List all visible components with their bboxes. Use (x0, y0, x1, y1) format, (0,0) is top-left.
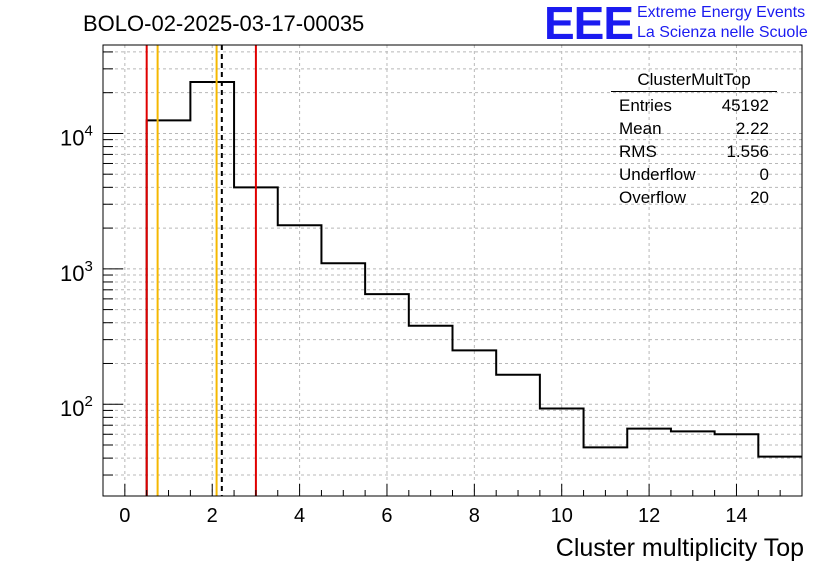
axis-ticks (103, 51, 781, 496)
stats-row-mean: Mean 2.22 (611, 117, 777, 140)
x-tick-label: 8 (469, 505, 480, 527)
stats-row-rms: RMS 1.556 (611, 140, 777, 163)
x-tick-label: 2 (207, 505, 218, 527)
histogram-bars (145, 80, 802, 496)
stats-value: 0 (759, 165, 769, 184)
x-tick-label: 0 (119, 505, 130, 527)
stats-title: ClusterMultTop (611, 70, 777, 92)
x-tick-label: 6 (381, 505, 392, 527)
x-tick-labels: 0 2 4 6 8 10 12 14 (119, 505, 747, 527)
y-tick-exponent: 2 (84, 393, 92, 410)
y-tick-base: 10 (60, 125, 84, 150)
stats-row-underflow: Underflow 0 (611, 163, 777, 186)
y-tick-label: 104 (60, 122, 93, 150)
stats-row-entries: Entries 45192 (611, 94, 777, 117)
y-tick-exponent: 3 (84, 258, 92, 275)
stats-value: 45192 (721, 96, 769, 115)
logo-line-2: La Scienza nelle Scuole (637, 24, 808, 41)
stats-row-overflow: Overflow 20 (611, 186, 777, 209)
x-tick-label: 10 (551, 505, 573, 527)
y-tick-base: 10 (60, 261, 84, 286)
eee-logo: EEE (544, 0, 634, 49)
stats-label: Entries (619, 96, 672, 115)
x-axis-label: Cluster multiplicity Top (555, 534, 804, 562)
stats-label: Mean (619, 119, 662, 138)
x-tick-label: 12 (638, 505, 660, 527)
stats-value: 1.556 (726, 142, 769, 161)
chart-title: BOLO-02-2025-03-17-00035 (83, 11, 365, 36)
y-tick-base: 10 (60, 396, 84, 421)
stats-value: 2.22 (735, 119, 769, 138)
logo-line-1: Extreme Energy Events (637, 4, 806, 21)
stats-value: 20 (750, 188, 769, 207)
stats-label: Underflow (619, 165, 696, 184)
y-tick-label: 103 (60, 258, 93, 286)
stats-box: ClusterMultTop Entries 45192 Mean 2.22 R… (611, 70, 777, 209)
stats-label: RMS (619, 142, 657, 161)
histogram-outline (145, 80, 802, 496)
y-tick-exponent: 4 (84, 122, 92, 139)
grid-lines (103, 45, 802, 496)
y-tick-label: 102 (60, 393, 93, 421)
marker-lines (145, 45, 257, 496)
stats-label: Overflow (619, 188, 687, 207)
x-tick-label: 14 (725, 505, 747, 527)
x-tick-label: 4 (294, 505, 305, 527)
